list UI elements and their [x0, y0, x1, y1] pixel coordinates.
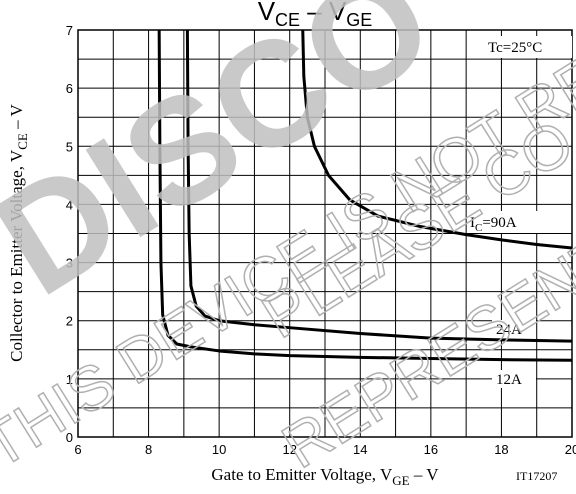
annotation: Tc=25°C	[488, 40, 542, 56]
label-part: =90A	[482, 215, 516, 231]
chart-title: VCE – VGE	[258, 0, 373, 30]
y-tick-label: 2	[66, 314, 73, 329]
label-bg	[468, 211, 538, 233]
title-sub: GE	[346, 10, 372, 30]
curve	[301, 29, 573, 250]
x-tick-label: 12	[282, 442, 296, 457]
label-sub: CE	[15, 133, 30, 150]
plot-frame	[77, 29, 573, 438]
y-tick-label: 6	[66, 81, 73, 96]
y-tick-label: 1	[66, 372, 73, 387]
y-tick-label: 7	[66, 23, 73, 38]
label-sub: C	[475, 222, 482, 234]
x-tick-label: 8	[145, 442, 152, 457]
label-part: – V	[410, 465, 440, 484]
figure-code: IT17207	[516, 469, 557, 483]
series-label: 12A	[496, 372, 522, 388]
label-sub: GE	[392, 473, 409, 488]
y-tick-label: 4	[66, 197, 73, 212]
title-part: V	[258, 0, 276, 26]
series-label: IC=90A	[470, 215, 517, 234]
y-tick-label: 0	[66, 430, 73, 445]
x-axis-label: Gate to Emitter Voltage, VGE – V	[211, 465, 439, 488]
label-bg	[486, 36, 572, 58]
label-part: Collector to Emitter Voltage, V	[7, 149, 26, 362]
title-part: – V	[300, 0, 347, 26]
label-part: I	[470, 215, 475, 231]
label-part: – V	[7, 103, 26, 133]
x-tick-label: 20	[565, 442, 576, 457]
x-tick-label: 6	[74, 442, 81, 457]
title-sub: CE	[275, 10, 300, 30]
x-tick-label: 18	[494, 442, 508, 457]
y-tick-label: 5	[66, 139, 73, 154]
x-tick-label: 16	[424, 442, 438, 457]
label-part: Gate to Emitter Voltage, V	[211, 465, 393, 484]
x-tick-label: 14	[353, 442, 367, 457]
curve	[157, 29, 573, 362]
x-tick-label: 10	[212, 442, 226, 457]
y-tick-label: 3	[66, 256, 73, 271]
y-axis-label: Collector to Emitter Voltage, VCE – V	[7, 103, 30, 361]
curve	[185, 29, 573, 343]
label-bg	[492, 320, 536, 338]
series-label: 24A	[496, 322, 522, 338]
label-bg	[492, 370, 536, 388]
